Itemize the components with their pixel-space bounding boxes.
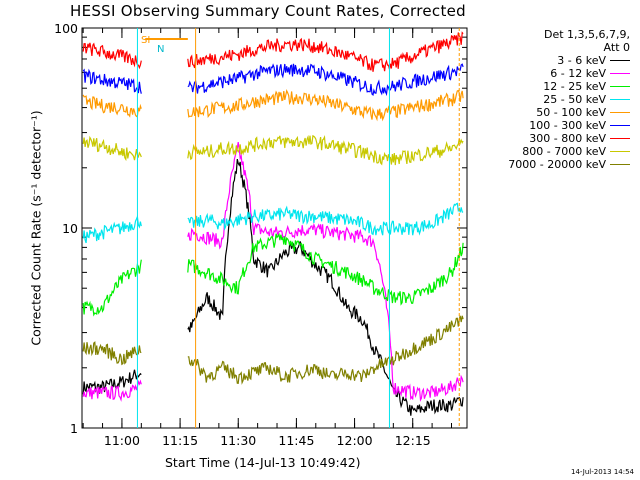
legend-entry: 800 - 7000 keV [478, 145, 636, 158]
legend: Det 1,3,5,6,7,9, Att 0 3 - 6 keV 6 - 12 k… [478, 28, 636, 171]
legend-swatch [610, 138, 630, 139]
legend-swatch [610, 86, 630, 87]
x-tick-label: 11:15 [162, 433, 198, 448]
legend-entry-label: 50 - 100 keV [536, 106, 606, 119]
legend-header-detectors: Det 1,3,5,6,7,9, [543, 28, 630, 41]
legend-swatch [610, 99, 630, 100]
x-axis-label: Start Time (14-Jul-13 10:49:42) [165, 455, 361, 470]
legend-entry-label: 12 - 25 keV [543, 80, 606, 93]
legend-entry: 300 - 800 keV [478, 132, 636, 145]
legend-entry: 100 - 300 keV [478, 119, 636, 132]
legend-entry-label: 300 - 800 keV [529, 132, 606, 145]
attenuator-flag-n: N [157, 44, 165, 55]
y-tick-label-1: 1 [70, 421, 78, 436]
series-line-4 [82, 88, 464, 122]
legend-entry-label: 7000 - 20000 keV [508, 158, 606, 171]
series-line-2 [82, 232, 464, 317]
x-tick-label: 12:00 [337, 433, 373, 448]
legend-entry: 25 - 50 keV [478, 93, 636, 106]
legend-entry: 7000 - 20000 keV [478, 158, 636, 171]
legend-swatch [610, 164, 630, 165]
legend-entry-label: 25 - 50 keV [543, 93, 606, 106]
x-tick-label: 12:15 [395, 433, 431, 448]
legend-entry-label: 100 - 300 keV [529, 119, 606, 132]
legend-entry-label: 800 - 7000 keV [522, 145, 606, 158]
legend-entry: 50 - 100 keV [478, 106, 636, 119]
attenuator-flag-si: SI [141, 35, 151, 46]
legend-entry: 3 - 6 keV [478, 54, 636, 67]
series-line-1 [82, 142, 464, 402]
generation-timestamp: 14-Jul-2013 14:54 [570, 468, 634, 476]
chart-title: HESSI Observing Summary Count Rates, Cor… [70, 2, 466, 20]
legend-swatch [610, 112, 630, 113]
x-tick-label: 11:45 [278, 433, 314, 448]
x-tick-label: 11:00 [104, 433, 140, 448]
series-line-5 [82, 63, 464, 97]
y-axis-label: Corrected Count Rate (s⁻¹ detector⁻¹) [28, 110, 44, 346]
legend-header-attenuator: Att 0 [603, 41, 630, 54]
series-line-8 [82, 315, 464, 385]
legend-entry: 12 - 25 keV [478, 80, 636, 93]
legend-swatch [610, 151, 630, 152]
legend-entry-label: 3 - 6 keV [557, 54, 606, 67]
y-tick-label-100: 100 [54, 21, 78, 36]
y-tick-label-10: 10 [62, 221, 78, 236]
legend-entry: 6 - 12 keV [478, 67, 636, 80]
legend-swatch [610, 73, 630, 74]
series-line-7 [82, 134, 464, 166]
legend-entry-label: 6 - 12 keV [550, 67, 606, 80]
legend-swatch [610, 125, 630, 126]
x-tick-label: 11:30 [220, 433, 256, 448]
legend-swatch [610, 60, 630, 61]
series-line-3 [82, 202, 464, 244]
series-line-0 [82, 158, 464, 416]
series-line-6 [82, 31, 464, 72]
